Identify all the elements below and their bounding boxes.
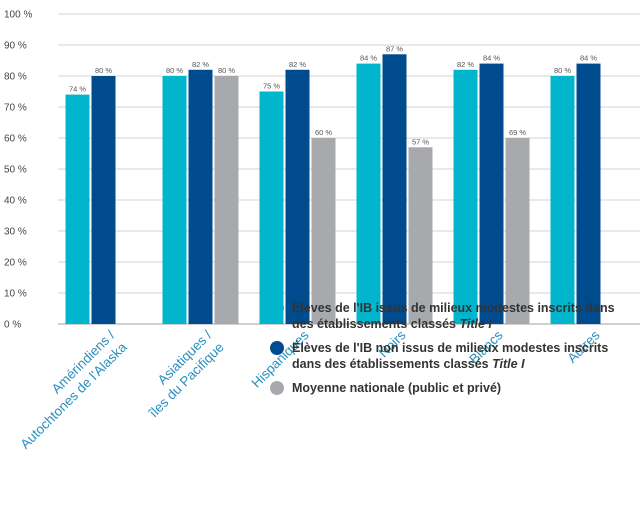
data-label: 80 % [166, 66, 183, 75]
data-label: 84 % [360, 54, 377, 63]
data-label: 80 % [554, 66, 571, 75]
legend-swatch [270, 381, 284, 395]
bar [576, 63, 601, 324]
data-label: 82 % [457, 60, 474, 69]
data-label: 75 % [263, 82, 280, 91]
bar [65, 94, 90, 324]
y-tick-label: 100 % [4, 10, 32, 21]
bar [408, 147, 433, 324]
data-label: 84 % [580, 54, 597, 63]
gridlines [58, 13, 640, 325]
legend-swatch [270, 341, 284, 355]
data-label: 87 % [386, 44, 403, 53]
y-tick-label: 0 % [4, 320, 21, 331]
y-axis-ticks: 0 % 10 % 20 % 30 % 40 % 50 % 60 % 70 % 80 % 90 % 1… [4, 10, 32, 331]
bar [188, 69, 213, 324]
y-tick-label: 20 % [4, 258, 27, 269]
legend-label: Moyenne nationale (public et privé) [292, 381, 502, 395]
y-tick-label: 40 % [4, 196, 27, 207]
bar [259, 91, 284, 324]
category-label-line: Autochtones de l'Alaska [17, 339, 130, 452]
bar [356, 63, 381, 324]
data-label: 80 % [95, 66, 112, 75]
data-label: 57 % [412, 137, 429, 146]
legend-label: Élèves de l'IB non issus de milieux mode… [292, 341, 609, 371]
legend-item: Élèves de l'IB issus de milieux modestes… [270, 300, 642, 332]
bar [453, 69, 478, 324]
data-label: 80 % [218, 66, 235, 75]
legend-item: Moyenne nationale (public et privé) [270, 380, 642, 396]
y-tick-label: 10 % [4, 289, 27, 300]
bar [311, 138, 336, 324]
data-label: 84 % [483, 54, 500, 63]
bar [382, 54, 407, 325]
bar [550, 76, 575, 324]
legend: Élèves de l'IB issus de milieux modestes… [270, 300, 642, 404]
bar [505, 138, 530, 324]
y-tick-label: 50 % [4, 165, 27, 176]
data-label: 69 % [509, 128, 526, 137]
bars [65, 54, 601, 325]
bar [91, 76, 116, 324]
legend-item: Élèves de l'IB non issus de milieux mode… [270, 340, 642, 372]
data-label: 74 % [69, 85, 86, 94]
y-tick-label: 30 % [4, 227, 27, 238]
y-tick-label: 70 % [4, 103, 27, 114]
data-labels: 74 % 80 % 80 % 82 % 80 % 75 % 82 % 60 % 84 % 87 %… [69, 44, 597, 146]
category-label: Asiatiques /îles du Pacifique [145, 327, 226, 421]
category-label: Amérindiens /Autochtones de l'Alaska [17, 327, 130, 452]
y-tick-label: 90 % [4, 41, 27, 52]
data-label: 82 % [192, 60, 209, 69]
y-tick-label: 80 % [4, 72, 27, 83]
bar [162, 76, 187, 324]
bar [285, 69, 310, 324]
legend-label: Élèves de l'IB issus de milieux modestes… [292, 301, 615, 331]
bar [479, 63, 504, 324]
y-tick-label: 60 % [4, 134, 27, 145]
bar [214, 76, 239, 324]
data-label: 60 % [315, 128, 332, 137]
data-label: 82 % [289, 60, 306, 69]
legend-swatch [270, 301, 284, 315]
